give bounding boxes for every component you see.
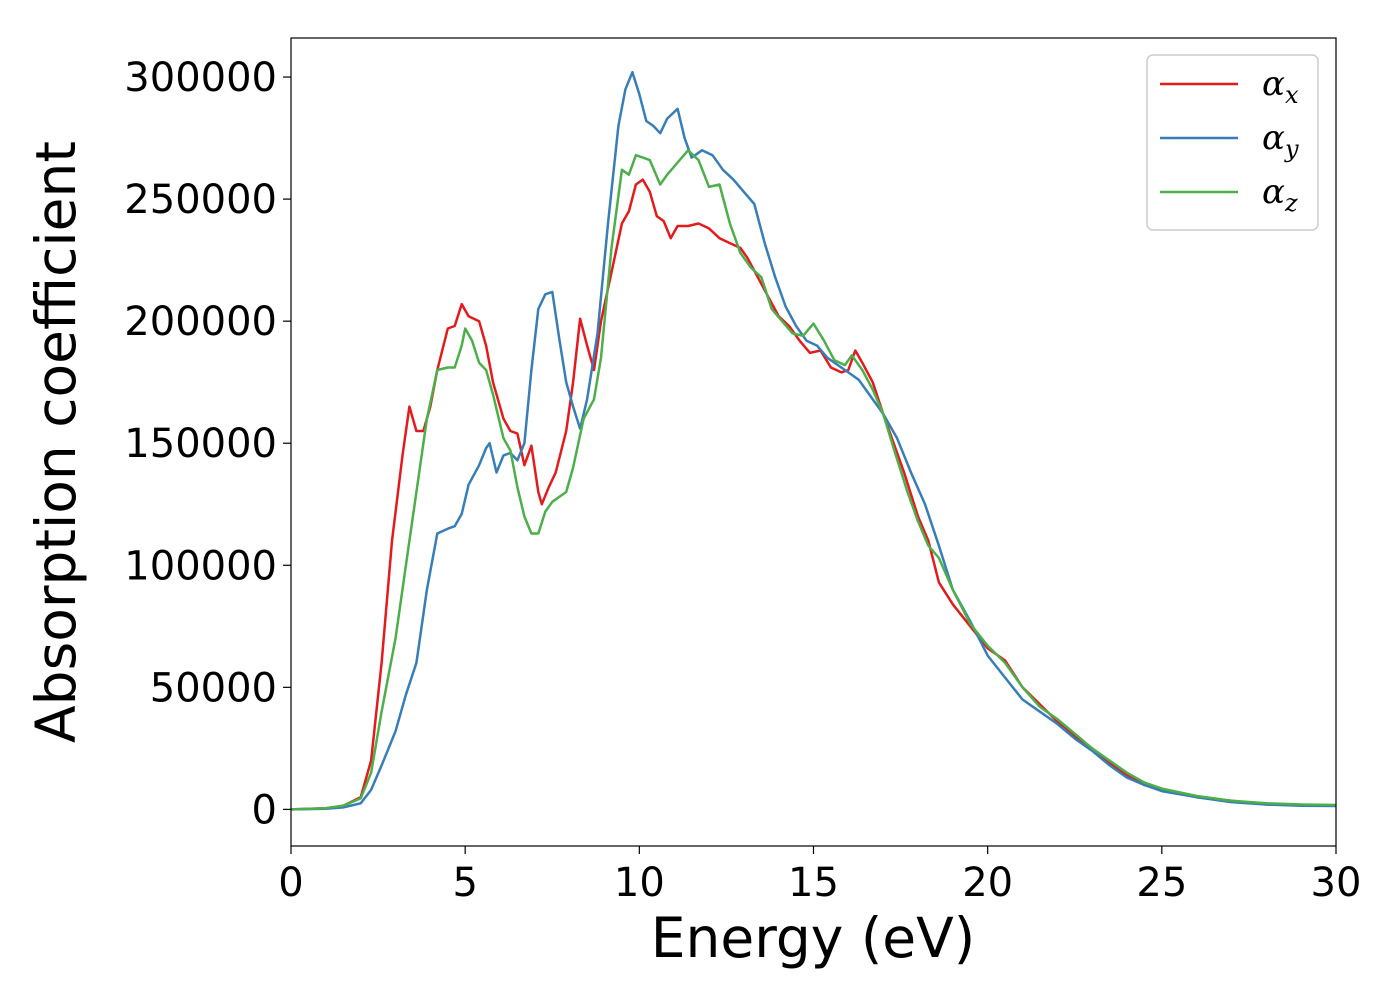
y-tick-label: 150000: [124, 421, 277, 467]
y-tick-label: 250000: [124, 177, 277, 223]
x-tick-label: 10: [614, 860, 665, 906]
legend-label-x: αx: [1262, 64, 1299, 109]
x-tick-label: 25: [1136, 860, 1187, 906]
x-axis-title: Energy (eV): [651, 906, 975, 970]
legend: αx αy αz: [1146, 54, 1319, 231]
y-tick-label: 50000: [150, 665, 277, 711]
y-tick-label: 200000: [124, 299, 277, 345]
series-line-y: [290, 70, 1337, 811]
legend-label-z: αz: [1262, 172, 1298, 217]
legend-box: [1146, 54, 1319, 231]
x-tick-label: 0: [278, 860, 303, 906]
x-tick-label: 5: [452, 860, 477, 906]
y-tick-label: 300000: [124, 55, 277, 101]
series-line-z: [290, 149, 1337, 811]
y-axis: 0 50000 100000 150000 200000 250000 300000: [124, 55, 291, 833]
y-axis-title: Absorption coefficient: [24, 141, 88, 743]
x-tick-label: 30: [1311, 860, 1362, 906]
y-tick-label: 0: [252, 787, 277, 833]
legend-label-y: αy: [1262, 118, 1299, 163]
y-tick-label: 100000: [124, 543, 277, 589]
series-layer: [290, 70, 1337, 811]
x-tick-label: 20: [962, 860, 1013, 906]
x-axis: 0 5 10 15 20 25 30: [278, 846, 1361, 906]
x-tick-label: 15: [788, 860, 839, 906]
